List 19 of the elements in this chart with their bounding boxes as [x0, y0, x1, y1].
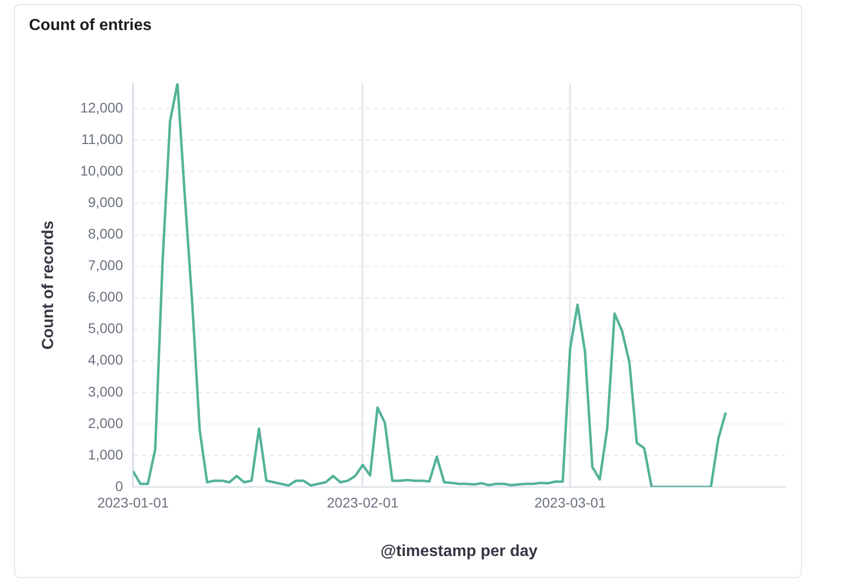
y-axis-title: Count of records	[40, 220, 58, 350]
chart-title: Count of entries	[29, 17, 152, 35]
x-tick-label: 2023-01-01	[97, 494, 170, 510]
y-tick-label: 10,000	[80, 162, 124, 179]
y-tick-label: 8,000	[88, 226, 124, 242]
y-tick-label: 1,000	[88, 446, 124, 462]
y-tick-label: 4,000	[88, 352, 124, 368]
x-tick-label: 2023-02-01	[326, 494, 399, 510]
y-tick-label: 0	[115, 478, 124, 494]
y-tick-label: 7,000	[88, 257, 124, 274]
y-tick-label: 6,000	[88, 288, 124, 305]
x-axis-title: @timestamp per day	[380, 542, 538, 560]
y-tick-label: 12,000	[80, 99, 124, 116]
y-tick-label: 11,000	[81, 131, 124, 148]
y-tick-label: 5,000	[88, 320, 124, 336]
x-tick-label: 2023-03-01	[534, 494, 606, 510]
y-tick-label: 3,000	[88, 383, 124, 400]
y-tick-label: 2,000	[88, 414, 124, 431]
y-tick-label: 9,000	[88, 194, 124, 210]
